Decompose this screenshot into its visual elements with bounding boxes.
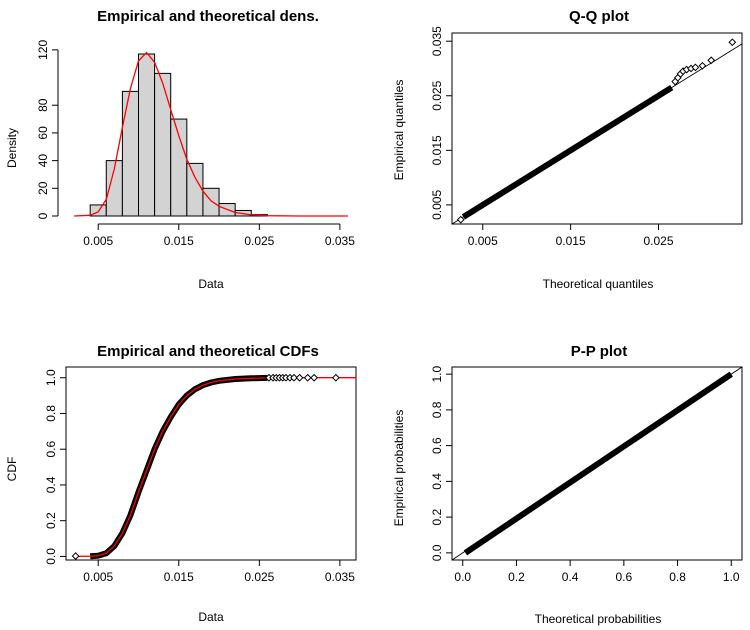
cdf-point <box>71 552 80 560</box>
pp-y-tick-label: 0.2 <box>430 508 444 525</box>
cdf-point <box>310 373 319 382</box>
pp-panel: P-P plot Theoretical probabilities Empir… <box>392 343 743 626</box>
histogram-bar <box>154 72 172 217</box>
qq-x-tick-label: 0.015 <box>556 234 586 248</box>
qq-xlabel: Theoretical quantiles <box>543 277 654 291</box>
qq-y-tick-label: 0.025 <box>430 80 444 110</box>
cdf-point <box>290 373 298 382</box>
cdf-y-tick-label: 0.6 <box>44 441 58 458</box>
pp-x-tick-label: 0.8 <box>669 570 686 584</box>
qq-ylabel: Empirical quantiles <box>392 80 406 181</box>
cdf-point <box>303 373 312 382</box>
pp-x-tick-label: 0.2 <box>508 570 525 584</box>
cdf-xlabel: Data <box>198 610 224 624</box>
qq-x-tick-label: 0.005 <box>468 234 498 248</box>
density-y-tick-label: 0 <box>36 212 50 219</box>
qq-y-tick-label: 0.015 <box>430 135 444 165</box>
density-y-tick-label: 60 <box>36 126 50 140</box>
cdf-ylabel: CDF <box>5 457 19 482</box>
density-y-tick-label: 20 <box>36 181 50 195</box>
cdf-x-tick-label: 0.005 <box>83 570 113 584</box>
qq-point-band <box>461 85 674 220</box>
cdf-x-tick-label: 0.025 <box>244 570 274 584</box>
pp-y-tick-label: 0.4 <box>430 473 444 490</box>
cdf-y-tick-label: 0.8 <box>44 405 58 422</box>
pp-x-tick-label: 1.0 <box>723 570 740 584</box>
qq-x-tick-label: 0.025 <box>643 234 673 248</box>
cdf-x-tick-label: 0.015 <box>164 570 194 584</box>
qq-y-tick-label: 0.035 <box>430 26 444 56</box>
cdf-y-tick-label: 1.0 <box>44 369 58 386</box>
density-panel: Empirical and theoretical dens. Data Den… <box>5 8 355 291</box>
density-y-tick-label: 40 <box>36 154 50 168</box>
density-ylabel: Density <box>5 128 19 168</box>
density-title: Empirical and theoretical dens. <box>97 8 319 25</box>
histogram-bar <box>202 187 220 217</box>
pp-point-band <box>463 371 733 556</box>
histogram-bar <box>186 162 204 217</box>
density-x-tick-label: 0.025 <box>244 234 274 248</box>
cdf-y-tick-label: 0.2 <box>44 512 58 529</box>
histogram-bar <box>138 53 156 217</box>
density-x-tick-label: 0.035 <box>325 234 355 248</box>
density-y-tick-label: 80 <box>36 98 50 112</box>
cdf-title: Empirical and theoretical CDFs <box>97 343 319 360</box>
qq-point <box>707 56 716 65</box>
qq-y-tick-label: 0.005 <box>430 190 444 220</box>
histogram-bar <box>121 90 139 217</box>
cdf-y-tick-label: 0.4 <box>44 476 58 493</box>
density-x-tick-label: 0.005 <box>83 234 113 248</box>
qq-point <box>456 215 465 224</box>
density-y-tick-label: 120 <box>36 40 50 60</box>
qq-point <box>698 61 707 70</box>
cdf-plot-box <box>65 366 357 561</box>
cdf-point <box>295 373 304 382</box>
theoretical-cdf-curve <box>74 377 356 558</box>
qq-point <box>691 63 700 72</box>
pp-xlabel: Theoretical probabilities <box>535 612 662 626</box>
pp-y-tick-label: 0.6 <box>430 437 444 454</box>
pp-y-tick-label: 0.0 <box>430 544 444 561</box>
density-x-tick-label: 0.015 <box>164 234 194 248</box>
qq-title: Q-Q plot <box>569 8 629 25</box>
pp-title: P-P plot <box>571 343 627 360</box>
pp-y-tick-label: 1.0 <box>430 365 444 382</box>
pp-x-tick-label: 0.0 <box>454 570 471 584</box>
cdf-x-tick-label: 0.035 <box>325 570 355 584</box>
qq-point <box>728 38 737 47</box>
pp-x-tick-label: 0.4 <box>562 570 579 584</box>
pp-y-tick-label: 0.8 <box>430 401 444 418</box>
theoretical-density-curve <box>74 51 348 217</box>
pp-ylabel: Empirical probabilities <box>392 410 406 527</box>
cdf-point <box>331 373 340 382</box>
density-xlabel: Data <box>198 277 224 291</box>
cdf-y-tick-label: 0.0 <box>44 548 58 565</box>
pp-x-tick-label: 0.6 <box>616 570 633 584</box>
cdf-panel: Empirical and theoretical CDFs Data CDF … <box>5 343 357 624</box>
qq-panel: Q-Q plot Theoretical quantiles Empirical… <box>392 8 743 291</box>
